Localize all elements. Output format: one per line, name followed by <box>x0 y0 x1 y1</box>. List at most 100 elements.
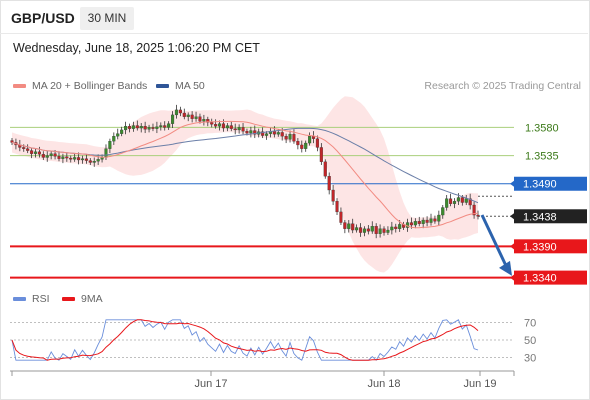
candle-body <box>249 130 253 134</box>
level-tag-bg-1.3340 <box>514 270 587 285</box>
rsi-tick-70: 70 <box>524 317 536 329</box>
candle-body <box>261 131 265 136</box>
candle-body <box>241 127 245 132</box>
level-label-1.3535: 1.3535 <box>525 151 559 163</box>
candle-body <box>217 123 222 127</box>
candle-body <box>112 136 116 142</box>
candle-body <box>351 223 355 231</box>
level-tag-bg-1.3438 <box>514 209 587 224</box>
timeframe-button[interactable]: 30 MIN <box>80 7 134 30</box>
candle-body <box>100 157 104 160</box>
candle-body <box>159 125 163 127</box>
candle-body <box>445 198 449 208</box>
level-tag-pointer-1.3490 <box>510 180 514 187</box>
candle-body <box>73 157 77 160</box>
candle-body <box>108 141 112 149</box>
candle-body <box>331 189 335 202</box>
forecast-arrow-shaft <box>480 214 509 269</box>
candle-body <box>53 153 57 157</box>
candle-body <box>366 228 370 232</box>
candle-body <box>409 222 413 226</box>
candle-body <box>190 114 194 119</box>
candle-body <box>33 151 38 154</box>
candle-body <box>276 132 280 135</box>
header-divider <box>0 33 588 34</box>
level-tag-pointer-1.3340 <box>510 274 514 281</box>
candle-body <box>339 211 343 223</box>
candle-body <box>135 125 139 129</box>
candle-body <box>433 218 437 222</box>
ma9-legend-label: 9MA <box>81 293 103 305</box>
candle-body <box>323 161 327 177</box>
candle-body <box>449 198 453 204</box>
ma50-line <box>11 127 479 204</box>
ma9-swatch <box>62 297 75 301</box>
candle-body <box>116 133 120 137</box>
candle-body <box>413 221 417 226</box>
forecast-arrow-head <box>499 260 512 276</box>
candle-body <box>104 148 108 158</box>
candle-body <box>398 224 402 229</box>
level-label-1.3340: 1.3340 <box>523 273 557 285</box>
candle-body <box>214 124 218 127</box>
ma20-swatch <box>13 84 26 88</box>
candle-body <box>41 154 45 158</box>
candle-body <box>69 157 73 160</box>
ma50-swatch <box>156 84 169 88</box>
candle-body <box>65 156 69 159</box>
rsi-line <box>11 319 479 361</box>
level-label-1.3438: 1.3438 <box>523 211 557 223</box>
candle-body <box>26 148 30 151</box>
candle-body <box>292 134 296 142</box>
candle-body <box>335 201 339 213</box>
level-label-1.3490: 1.3490 <box>523 179 557 191</box>
candle-body <box>370 226 374 232</box>
candle-body <box>319 147 323 162</box>
candle-body <box>284 136 288 140</box>
candle-body <box>304 142 308 149</box>
candle-body <box>355 227 359 231</box>
x-tick-Jun-18: Jun 18 <box>367 378 400 390</box>
candle-body <box>45 155 49 158</box>
candle-body <box>143 126 147 130</box>
candle-body <box>120 129 124 134</box>
candle-body <box>124 126 128 131</box>
candle-body <box>421 219 425 224</box>
candle-body <box>456 197 460 202</box>
candle-body <box>57 156 61 159</box>
candle-body <box>382 228 386 233</box>
candle-body <box>425 219 429 223</box>
x-tick-Jun-17: Jun 17 <box>194 378 227 390</box>
candle-body <box>229 125 233 129</box>
candle-body <box>452 201 457 204</box>
candle-body <box>139 126 143 129</box>
candle-body <box>198 116 202 122</box>
chart-datetime: Wednesday, June 18, 2025 1:06:20 PM CET <box>13 41 260 55</box>
legend-rsi: RSI <box>13 293 50 305</box>
candle-body <box>151 127 155 129</box>
level-tag-bg-1.3390 <box>514 239 587 254</box>
candle-body <box>308 136 312 144</box>
symbol-title: GBP/USD <box>11 10 75 26</box>
candle-body <box>386 229 390 233</box>
candle-body <box>296 141 300 146</box>
candle-body <box>22 147 26 149</box>
candle-body <box>30 150 34 154</box>
candle-body <box>127 126 132 129</box>
candle-body <box>49 153 53 156</box>
ma20-legend-label: MA 20 + Bollinger Bands <box>32 80 148 92</box>
ma50-legend-label: MA 50 <box>175 80 205 92</box>
candle-body <box>202 119 206 122</box>
rsi-swatch <box>13 297 26 301</box>
candle-body <box>77 157 81 161</box>
candle-body <box>327 176 331 191</box>
rsi-ma-line <box>11 319 479 361</box>
candle-body <box>362 228 366 233</box>
candle-body <box>253 130 257 135</box>
candle-body <box>37 151 41 155</box>
candle-body <box>288 134 292 140</box>
candle-body <box>264 133 269 136</box>
candle-body <box>343 222 347 229</box>
candle-body <box>206 119 210 123</box>
